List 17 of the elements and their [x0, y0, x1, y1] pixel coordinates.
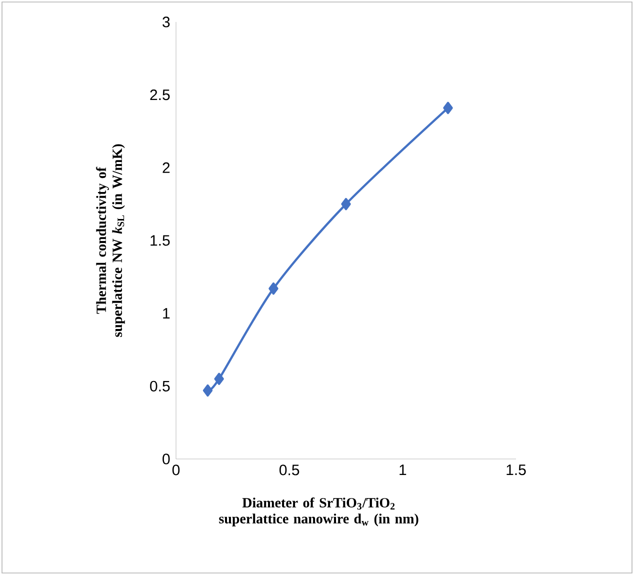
- point: [202, 384, 213, 397]
- y-tick-label: 1: [163, 308, 170, 318]
- point: [214, 372, 224, 385]
- y-tick-label: 1.5: [150, 235, 170, 246]
- x-tick-label: 1.5: [506, 464, 526, 476]
- point: [341, 198, 351, 210]
- point: [268, 282, 278, 295]
- y-tick-label: 0.5: [150, 380, 170, 392]
- y-tick-label: 2: [162, 162, 170, 173]
- y-tick-label: 0: [162, 454, 170, 464]
- x-tick-label: 0: [172, 464, 180, 476]
- text: Diameter of SrTiO$_{3}$/TiO$_{2}$ superlattice nanowire d$_{w}$ (in nm): [219, 497, 418, 526]
- y-tick-label: 3: [162, 16, 170, 28]
- x-tick-label: 1: [400, 464, 406, 475]
- point: [443, 102, 453, 114]
- x-tick-label: 0.5: [279, 464, 300, 476]
- y-tick-label: 2.5: [150, 90, 170, 100]
